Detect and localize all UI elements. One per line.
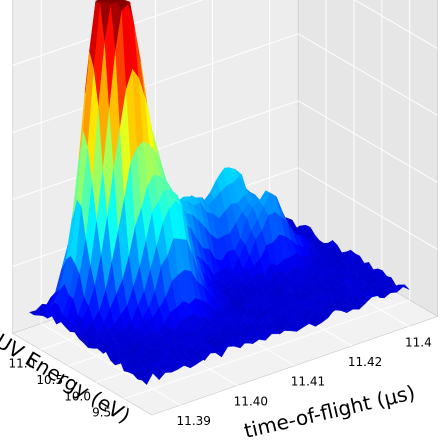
grid-line xyxy=(40,323,181,406)
x-tick-label: 11.39 xyxy=(177,414,211,428)
y-tick-label: 9.5 xyxy=(92,406,111,420)
x-tick-label: 11.41 xyxy=(291,375,325,389)
grid-line xyxy=(123,299,410,400)
grid-line xyxy=(353,0,438,49)
x-tick-label: 11.42 xyxy=(348,355,382,369)
grid-line xyxy=(297,33,438,116)
y-tick-label: 11.0 xyxy=(8,357,35,371)
y-tick-label: 10.5 xyxy=(36,373,63,387)
grid-line xyxy=(297,100,438,183)
x-tick-label: 11.4 xyxy=(405,335,432,349)
grid-line xyxy=(12,33,299,133)
surface-cell xyxy=(398,284,410,290)
x-tick-labels: 11.39 11.40 11.41 11.42 11.4 xyxy=(177,335,432,428)
y-tick-labels: 9.510.010.511.0 xyxy=(8,357,111,420)
surface-mesh xyxy=(28,0,410,386)
x-axis-label: time-of-flight (μs) xyxy=(242,380,418,440)
y-tick-label: 10.0 xyxy=(64,389,91,403)
x-tick-label: 11.40 xyxy=(234,394,268,408)
grid-line xyxy=(12,0,204,66)
grid-line xyxy=(297,167,438,250)
